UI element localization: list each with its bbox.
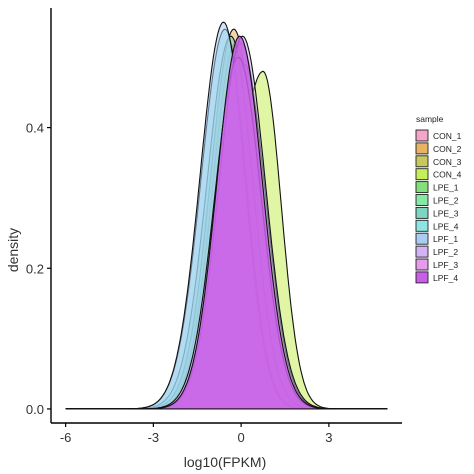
legend-swatch bbox=[415, 245, 429, 258]
x-axis-ticks: -6 -3 0 3 bbox=[60, 423, 332, 445]
legend-swatch bbox=[415, 155, 429, 168]
y-tick-label: 0.0 bbox=[26, 402, 44, 417]
legend-swatch bbox=[415, 271, 429, 284]
legend-label: LPF_1 bbox=[433, 234, 458, 244]
legend-swatch bbox=[415, 142, 429, 155]
legend-label: LPE_1 bbox=[433, 183, 459, 193]
legend-label: LPF_4 bbox=[433, 273, 458, 283]
legend-swatch bbox=[415, 206, 429, 219]
legend-swatch bbox=[415, 129, 429, 142]
legend-label: CON_2 bbox=[433, 144, 462, 154]
legend-swatch bbox=[415, 219, 429, 232]
legend-label: LPF_2 bbox=[433, 247, 458, 257]
legend-label: LPE_4 bbox=[433, 221, 459, 231]
legend-label: CON_3 bbox=[433, 157, 462, 167]
y-axis-ticks: 0.0 0.2 0.4 bbox=[26, 121, 51, 417]
legend-label: CON_1 bbox=[433, 131, 462, 141]
x-tick-label: -3 bbox=[148, 430, 160, 445]
legend-title: sample bbox=[416, 114, 444, 124]
legend-swatch bbox=[415, 181, 429, 194]
density-curves bbox=[65, 21, 388, 410]
y-tick-label: 0.4 bbox=[26, 121, 44, 136]
y-tick-label: 0.2 bbox=[26, 261, 44, 276]
legend-label: LPE_3 bbox=[433, 208, 459, 218]
legend-items: CON_1 CON_2 CON_3 CON_4 LPE_1 LPE_2 LPE_3 LPE_4… bbox=[415, 129, 462, 284]
x-tick-label: 0 bbox=[238, 430, 245, 445]
legend-swatch bbox=[415, 168, 429, 181]
legend-swatch bbox=[415, 194, 429, 206]
x-axis-label: log10(FPKM) bbox=[184, 454, 266, 470]
density-curve-lpf-4 bbox=[65, 35, 388, 410]
x-tick-label: 3 bbox=[325, 430, 332, 445]
legend: sample CON_1 CON_2 CON_3 CON_4 LPE_1 LPE_2 LPE… bbox=[415, 114, 462, 284]
y-axis-label: density bbox=[5, 228, 21, 272]
legend-label: LPF_3 bbox=[433, 260, 458, 270]
legend-label: LPE_2 bbox=[433, 196, 459, 206]
legend-swatch bbox=[415, 258, 429, 271]
legend-swatch bbox=[415, 232, 429, 245]
legend-label: CON_4 bbox=[433, 170, 462, 180]
x-tick-label: -6 bbox=[60, 430, 72, 445]
